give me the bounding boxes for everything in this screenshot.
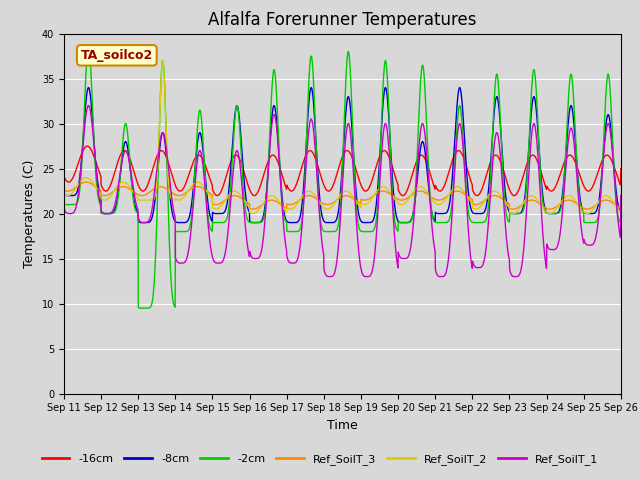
Ref_SoilT_3	[568, 198, 576, 204]
-8cm	[584, 211, 591, 216]
Legend: -16cm, -8cm, -2cm, Ref_SoilT_3, Ref_SoilT_2, Ref_SoilT_1: -16cm, -8cm, -2cm, Ref_SoilT_3, Ref_Soil…	[37, 450, 603, 469]
Ref_SoilT_3	[509, 206, 517, 212]
Ref_SoilT_3	[617, 192, 625, 199]
Ref_SoilT_1	[504, 252, 512, 257]
-2cm	[359, 228, 367, 234]
Line: -16cm: -16cm	[64, 146, 621, 195]
Ref_SoilT_2	[504, 204, 512, 209]
Ref_SoilT_3	[216, 201, 223, 207]
-2cm	[584, 220, 591, 226]
-8cm	[84, 85, 92, 91]
-2cm	[505, 219, 513, 225]
-16cm	[60, 174, 68, 180]
-16cm	[216, 191, 223, 197]
-2cm	[140, 305, 148, 311]
Ref_SoilT_1	[617, 192, 625, 199]
-8cm	[140, 220, 148, 226]
-16cm	[250, 192, 258, 198]
-16cm	[359, 186, 367, 192]
-2cm	[84, 44, 92, 50]
Line: Ref_SoilT_1: Ref_SoilT_1	[64, 106, 621, 276]
-16cm	[371, 168, 379, 174]
Ref_SoilT_3	[504, 201, 512, 206]
Ref_SoilT_2	[359, 201, 367, 207]
Y-axis label: Temperatures (C): Temperatures (C)	[23, 159, 36, 268]
Ref_SoilT_2	[159, 58, 166, 63]
Text: TA_soilco2: TA_soilco2	[81, 49, 153, 62]
-16cm	[568, 154, 576, 159]
Ref_SoilT_3	[584, 206, 591, 212]
Line: Ref_SoilT_3: Ref_SoilT_3	[64, 182, 621, 209]
-16cm	[505, 184, 513, 190]
-8cm	[371, 211, 379, 216]
X-axis label: Time: Time	[327, 419, 358, 432]
Ref_SoilT_3	[83, 179, 90, 185]
Ref_SoilT_1	[568, 127, 576, 133]
Ref_SoilT_1	[371, 251, 379, 257]
-2cm	[371, 224, 379, 230]
-8cm	[568, 105, 576, 111]
Ref_SoilT_2	[509, 211, 517, 216]
-16cm	[617, 166, 625, 171]
-8cm	[60, 192, 68, 197]
Ref_SoilT_1	[359, 271, 367, 277]
-8cm	[359, 219, 367, 225]
Ref_SoilT_3	[371, 192, 379, 198]
Ref_SoilT_1	[511, 274, 519, 279]
Ref_SoilT_1	[60, 205, 68, 211]
-16cm	[83, 143, 91, 149]
-2cm	[568, 75, 576, 81]
-16cm	[584, 188, 591, 194]
-2cm	[216, 220, 223, 226]
Ref_SoilT_2	[568, 194, 576, 200]
Ref_SoilT_2	[216, 204, 223, 210]
Ref_SoilT_1	[84, 103, 92, 108]
-2cm	[617, 217, 625, 223]
Ref_SoilT_2	[60, 191, 68, 197]
Ref_SoilT_2	[371, 191, 379, 197]
Ref_SoilT_1	[216, 260, 223, 266]
Line: Ref_SoilT_2: Ref_SoilT_2	[64, 60, 621, 214]
Title: Alfalfa Forerunner Temperatures: Alfalfa Forerunner Temperatures	[208, 11, 477, 29]
Ref_SoilT_1	[584, 242, 591, 248]
Ref_SoilT_2	[617, 192, 625, 199]
Line: -2cm: -2cm	[64, 47, 621, 308]
Ref_SoilT_2	[584, 211, 591, 216]
-8cm	[505, 208, 513, 214]
Ref_SoilT_3	[60, 187, 68, 193]
-2cm	[60, 201, 68, 207]
-8cm	[617, 192, 625, 199]
-8cm	[216, 211, 223, 216]
Ref_SoilT_3	[359, 197, 367, 203]
Line: -8cm: -8cm	[64, 88, 621, 223]
